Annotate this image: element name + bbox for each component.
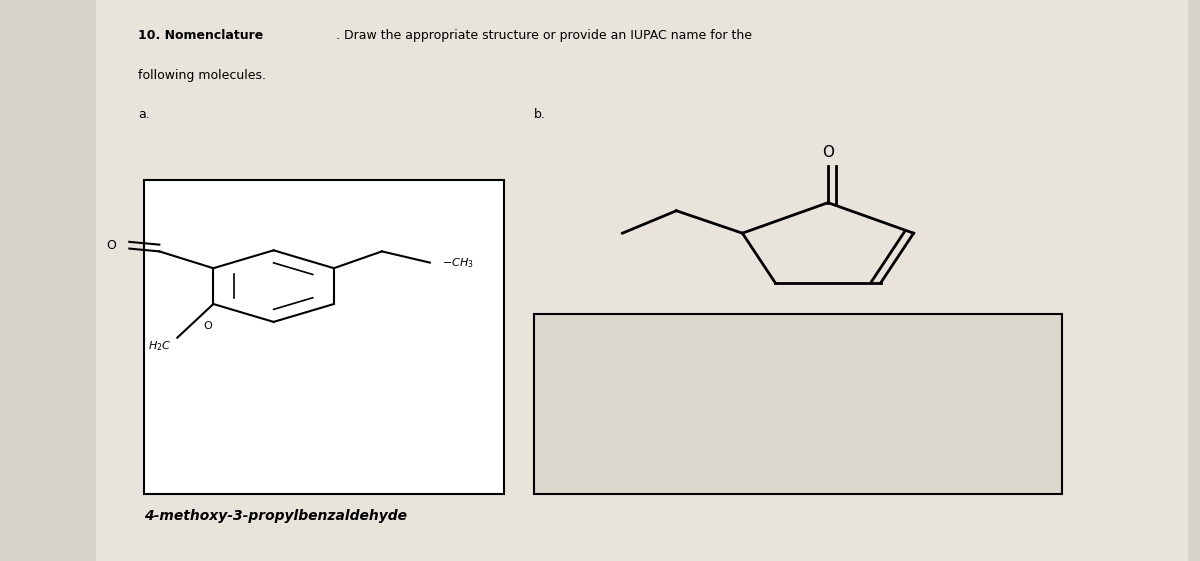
Text: 10. Nomenclature: 10. Nomenclature (138, 29, 263, 42)
Text: $-CH_3$: $-CH_3$ (442, 256, 474, 269)
Text: b.: b. (534, 108, 546, 121)
Text: $H_2C$: $H_2C$ (148, 339, 172, 353)
Text: a.: a. (138, 108, 150, 121)
Text: O: O (203, 321, 211, 332)
FancyBboxPatch shape (96, 0, 1188, 561)
Text: O: O (107, 240, 116, 252)
FancyBboxPatch shape (534, 314, 1062, 494)
FancyBboxPatch shape (144, 180, 504, 494)
Text: O: O (822, 145, 834, 160)
Text: following molecules.: following molecules. (138, 68, 266, 81)
Text: . Draw the appropriate structure or provide an IUPAC name for the: . Draw the appropriate structure or prov… (336, 29, 752, 42)
Text: 4-methoxy-3-propylbenzaldehyde: 4-methoxy-3-propylbenzaldehyde (144, 509, 407, 523)
